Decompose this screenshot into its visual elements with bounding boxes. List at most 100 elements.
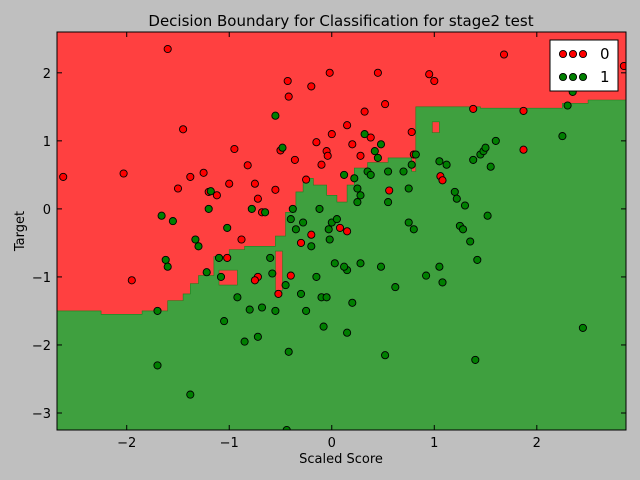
- data-point-class-1: [452, 194, 461, 203]
- data-point-class-1: [360, 130, 369, 139]
- data-point-class-0: [373, 68, 382, 77]
- data-point-class-1: [253, 332, 262, 341]
- data-point-class-1: [157, 211, 166, 220]
- plot-frame: [56, 31, 627, 431]
- x-tick-label: 2: [533, 436, 541, 451]
- legend-marker-1: [558, 72, 568, 82]
- data-point-class-1: [284, 347, 293, 356]
- data-point-class-1: [223, 223, 232, 232]
- data-point-class-1: [458, 225, 468, 234]
- y-tick-label: −3: [32, 407, 51, 422]
- data-point-class-0: [469, 104, 478, 113]
- data-point-class-1: [268, 269, 277, 278]
- data-point-class-0: [519, 106, 528, 115]
- data-point-class-0: [286, 271, 295, 280]
- y-tick-label: 1: [43, 135, 51, 150]
- legend-label-1: 1: [600, 68, 610, 86]
- legend-label-0: 0: [600, 45, 610, 63]
- data-point-class-0: [119, 169, 128, 178]
- y-tick-label: 2: [43, 67, 51, 82]
- y-ticks: −3 −2 −1 0 1 2: [32, 67, 626, 422]
- data-point-class-1: [204, 204, 213, 213]
- data-point-class-1: [376, 262, 386, 271]
- data-point-class-0: [199, 168, 208, 177]
- x-tick-label: 1: [430, 436, 438, 451]
- data-point-class-1: [435, 157, 444, 166]
- data-point-class-1: [491, 136, 500, 145]
- data-point-class-0: [356, 151, 365, 160]
- data-point-class-1: [486, 162, 495, 171]
- data-point-class-1: [391, 283, 400, 292]
- chart-title: Decision Boundary for Classification for…: [148, 12, 533, 30]
- data-point-class-1: [384, 167, 393, 176]
- data-point-class-0: [499, 50, 509, 59]
- data-point-class-1: [312, 272, 321, 281]
- y-tick-label: 0: [43, 203, 51, 218]
- data-point-class-0: [425, 70, 434, 79]
- data-point-class-0: [179, 125, 188, 134]
- data-point-class-1: [366, 170, 375, 179]
- data-point-class-1: [483, 211, 492, 220]
- y-axis-label: Target: [13, 211, 28, 252]
- data-point-class-0: [212, 191, 221, 200]
- data-point-class-1: [281, 281, 290, 290]
- data-point-class-0: [407, 127, 416, 137]
- data-points: [59, 44, 626, 430]
- data-point-class-1: [376, 140, 386, 149]
- data-point-class-1: [214, 253, 224, 262]
- data-point-class-1: [558, 132, 567, 141]
- data-point-class-1: [450, 187, 459, 196]
- data-point-class-1: [348, 298, 357, 307]
- data-point-class-0: [223, 253, 232, 262]
- data-point-class-1: [286, 215, 295, 224]
- data-point-class-1: [381, 351, 390, 360]
- data-point-class-1: [202, 268, 211, 277]
- data-point-class-1: [191, 235, 200, 244]
- data-point-class-1: [319, 322, 328, 331]
- data-point-class-1: [356, 259, 365, 268]
- data-point-class-0: [335, 223, 345, 232]
- data-point-class-0: [360, 107, 369, 116]
- data-point-class-1: [473, 255, 482, 264]
- data-point-class-0: [283, 76, 292, 86]
- data-point-class-1: [404, 218, 413, 227]
- x-ticks: −2 −1 0 1 2: [117, 32, 541, 451]
- data-point-class-0: [307, 82, 316, 91]
- data-point-class-1: [322, 293, 331, 302]
- data-point-class-0: [250, 276, 259, 285]
- data-point-class-1: [399, 167, 408, 176]
- data-point-class-1: [422, 271, 431, 280]
- data-point-class-0: [284, 92, 293, 101]
- data-point-class-0: [317, 160, 326, 169]
- data-point-class-1: [271, 306, 280, 315]
- data-point-class-1: [578, 323, 587, 332]
- data-point-class-1: [247, 204, 256, 213]
- legend-marker-0: [578, 49, 588, 59]
- data-point-class-1: [350, 174, 359, 183]
- data-point-class-1: [302, 306, 311, 315]
- data-point-class-1: [161, 255, 170, 264]
- data-point-class-1: [340, 262, 349, 271]
- x-tick-label: −1: [220, 436, 239, 451]
- data-point-class-1: [409, 225, 418, 234]
- data-point-class-1: [563, 101, 572, 110]
- data-point-class-1: [407, 160, 416, 169]
- data-point-class-1: [206, 187, 215, 196]
- data-point-class-0: [343, 227, 352, 236]
- legend-marker-0: [558, 49, 568, 59]
- data-point-class-0: [381, 100, 390, 109]
- data-point-class-1: [278, 143, 287, 152]
- data-point-class-1: [404, 184, 413, 193]
- data-point-class-1: [325, 235, 334, 244]
- data-point-class-0: [348, 140, 357, 149]
- data-point-class-1: [373, 153, 382, 162]
- data-point-class-1: [370, 147, 379, 156]
- data-point-class-0: [225, 179, 234, 188]
- data-point-class-1: [153, 306, 162, 315]
- data-point-class-0: [237, 235, 246, 244]
- data-point-class-0: [127, 276, 136, 285]
- data-point-class-0: [327, 130, 336, 139]
- data-point-class-0: [243, 161, 252, 170]
- data-point-class-1: [291, 225, 300, 234]
